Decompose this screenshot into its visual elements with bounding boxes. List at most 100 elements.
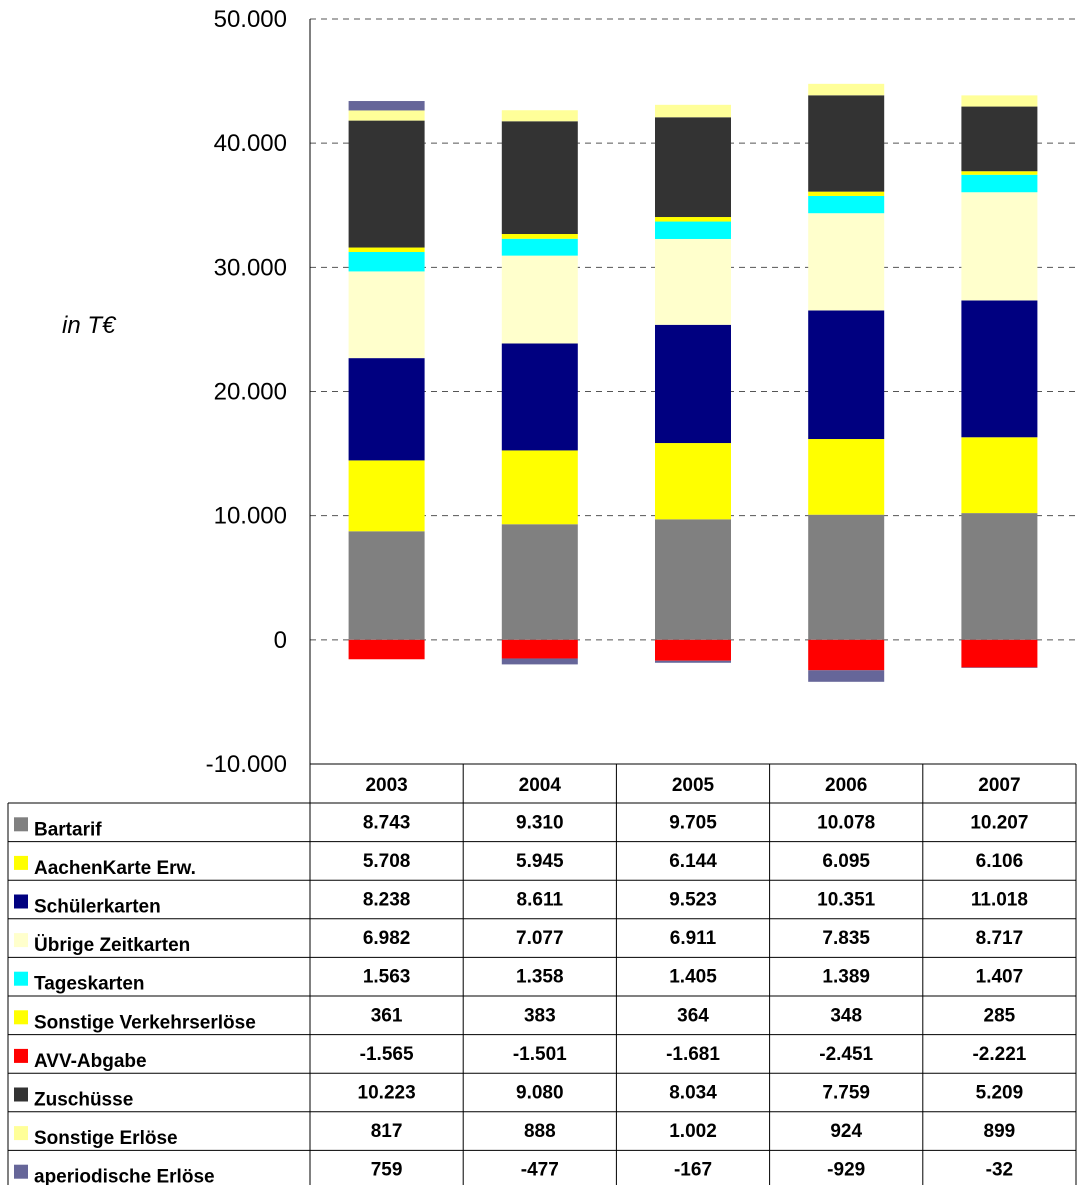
bar-segment xyxy=(501,238,578,256)
data-label: 1.405 xyxy=(669,967,717,988)
data-label: 348 xyxy=(830,1005,862,1026)
data-label: 9.080 xyxy=(516,1083,564,1104)
bar-segment xyxy=(808,195,885,214)
data-label: 361 xyxy=(371,1005,403,1026)
bar-segment xyxy=(348,460,425,532)
data-label: 1.407 xyxy=(976,967,1024,988)
bar-segment xyxy=(961,171,1038,175)
x-category-label: 2007 xyxy=(978,775,1020,796)
bar-segment xyxy=(501,450,578,525)
bar-segment xyxy=(348,252,425,272)
y-axis-label: in T€ xyxy=(62,312,117,339)
bar-segment xyxy=(348,120,425,248)
bar-segment xyxy=(655,324,731,444)
data-label: 8.238 xyxy=(363,890,411,911)
data-label: 10.207 xyxy=(970,812,1028,833)
bar-segment xyxy=(961,639,1038,668)
data-label: 1.389 xyxy=(822,967,870,988)
gridlines xyxy=(310,18,1076,641)
data-label: 8.717 xyxy=(976,928,1024,949)
bar-segment xyxy=(655,238,731,325)
y-tick-label: 20.000 xyxy=(214,379,287,406)
bar-segment xyxy=(655,639,731,661)
data-label: 6.144 xyxy=(669,851,717,872)
bar-segment xyxy=(961,106,1038,172)
legend-entry: Zuschüsse xyxy=(34,1090,133,1111)
data-label: 9.310 xyxy=(516,812,564,833)
data-label: 5.708 xyxy=(363,851,411,872)
data-label: 285 xyxy=(984,1005,1016,1026)
data-label: 11.018 xyxy=(971,890,1028,911)
data-label: 9.705 xyxy=(669,812,717,833)
data-label: 7.835 xyxy=(822,928,870,949)
data-label: -2.221 xyxy=(972,1044,1026,1065)
bar-segment xyxy=(348,247,425,253)
legend-swatch xyxy=(14,855,28,870)
data-label: 5.209 xyxy=(976,1083,1024,1104)
bar-segment xyxy=(501,343,578,451)
data-label: -1.565 xyxy=(360,1044,414,1065)
bar-segment xyxy=(655,217,731,222)
bar-segment xyxy=(348,531,425,640)
data-label: 7.077 xyxy=(516,928,564,949)
bar-segment xyxy=(501,255,578,344)
data-label: 10.351 xyxy=(817,890,876,911)
bar-segment xyxy=(961,437,1038,514)
legend-entry: Übrige Zeitkarten xyxy=(34,935,190,956)
y-tick-label: 30.000 xyxy=(214,254,287,281)
legend-swatch xyxy=(14,1048,28,1063)
data-label: 899 xyxy=(984,1121,1016,1142)
legend-entry: aperiodische Erlöse xyxy=(34,1167,215,1185)
legend-swatch xyxy=(14,971,28,986)
data-label: 9.523 xyxy=(669,890,717,911)
data-label: 383 xyxy=(524,1005,556,1026)
legend-entry: AVV-Abgabe xyxy=(34,1051,147,1072)
bar-segment xyxy=(808,639,885,671)
bar-segment xyxy=(501,121,578,235)
data-table: 2003 2004 2005 2006 2007 Bartarif 8.743 9.310 9.… xyxy=(7,763,1077,1185)
legend-swatch xyxy=(14,1010,28,1025)
bar-segment xyxy=(808,670,885,682)
legend-entry: AachenKarte Erw. xyxy=(34,858,196,879)
data-label: 6.911 xyxy=(670,928,717,949)
data-label: 364 xyxy=(677,1005,709,1026)
x-category-label: 2005 xyxy=(672,775,715,796)
bar-segment xyxy=(808,213,885,311)
bar-segment xyxy=(961,192,1038,301)
data-label: 8.034 xyxy=(669,1083,717,1104)
bar-segment xyxy=(655,117,731,218)
y-tick-label: 50.000 xyxy=(214,6,287,33)
bar-segment xyxy=(655,221,731,239)
bar-segment xyxy=(348,639,425,660)
bar-segment xyxy=(961,174,1038,193)
data-label: 6.095 xyxy=(822,851,870,872)
data-label: 8.611 xyxy=(517,890,564,911)
data-label: 10.078 xyxy=(817,812,875,833)
y-tick-label: -10.000 xyxy=(206,751,287,778)
legend-swatch xyxy=(14,933,28,948)
bar-segment xyxy=(961,95,1038,107)
bar-segment xyxy=(501,658,578,665)
data-label: -1.501 xyxy=(513,1044,567,1065)
data-label: 817 xyxy=(371,1121,403,1142)
y-tick-label: 40.000 xyxy=(214,130,287,157)
data-label: 8.743 xyxy=(363,812,411,833)
bar-segment xyxy=(501,234,578,239)
bar-segment xyxy=(808,310,885,440)
legend-swatch xyxy=(14,1164,28,1179)
legend-swatch xyxy=(14,1087,28,1102)
bar-segment xyxy=(348,101,425,111)
bar-segment xyxy=(961,667,1038,668)
bar-segment xyxy=(961,300,1038,438)
bar-segment xyxy=(348,358,425,461)
legend-swatch xyxy=(14,894,28,909)
data-label: 10.223 xyxy=(358,1083,416,1104)
data-label: -929 xyxy=(827,1160,865,1181)
data-label: 759 xyxy=(371,1160,403,1181)
y-tick-label: 0 xyxy=(274,627,287,654)
data-label: -167 xyxy=(674,1160,712,1181)
legend-entry: Bartarif xyxy=(34,819,102,840)
bar-segment xyxy=(655,519,731,640)
x-category-label: 2006 xyxy=(825,775,867,796)
